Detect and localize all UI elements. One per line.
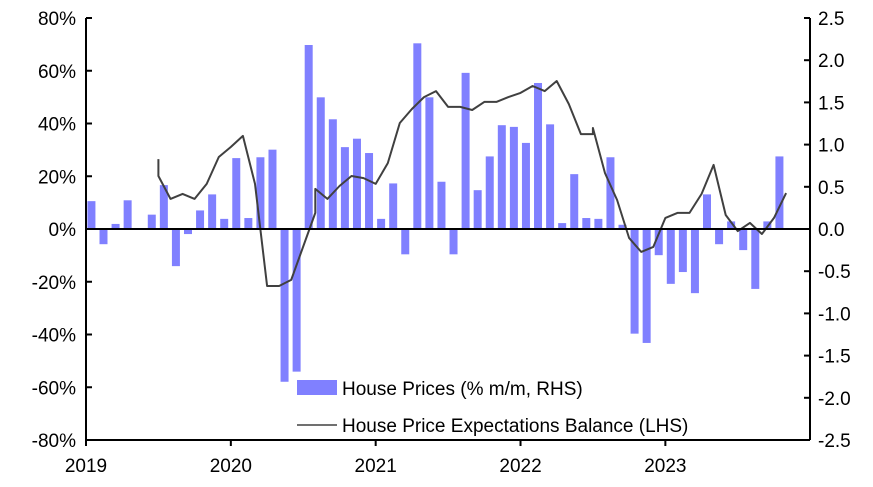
- bar-2020-10: [340, 147, 349, 229]
- bar-2022-11: [642, 229, 651, 343]
- bar-2023-01: [666, 229, 675, 284]
- bar-2019-02: [99, 229, 108, 245]
- right-tick-label: 2.0: [818, 51, 844, 72]
- bar-2020-08: [316, 97, 325, 229]
- bar-2023-05: [715, 229, 724, 245]
- bar-2022-01: [521, 142, 530, 229]
- bar-2021-03: [401, 229, 410, 255]
- legend-label-expectations: House Price Expectations Balance (LHS): [342, 416, 688, 437]
- right-tick-label: -1.5: [818, 347, 851, 368]
- x-tick-label: 2019: [65, 456, 107, 477]
- bar-2022-02: [534, 82, 543, 229]
- right-tick-label: 1.0: [818, 136, 844, 157]
- bar-2019-06: [147, 214, 156, 229]
- bar-2023-06: [727, 221, 736, 229]
- right-tick-label: -1.0: [818, 304, 851, 325]
- left-tick-label: -60%: [32, 378, 76, 399]
- bar-2020-03: [256, 157, 265, 229]
- right-tick-label: -0.5: [818, 262, 851, 283]
- bar-2022-08: [606, 157, 615, 229]
- bar-2023-07: [739, 229, 748, 251]
- bar-2019-01: [87, 201, 96, 229]
- bar-2021-06: [437, 181, 446, 229]
- bar-2021-02: [389, 183, 398, 229]
- bar-2022-04: [558, 223, 567, 229]
- bar-2020-02: [244, 218, 253, 229]
- legend: House Prices (% m/m, RHS) House Price Ex…: [297, 379, 688, 437]
- right-tick-label: -2.0: [818, 389, 851, 410]
- right-tick-label: -2.5: [818, 431, 851, 452]
- line-series-expectations: [157, 80, 787, 287]
- bar-2019-09: [183, 229, 192, 235]
- expectations-line: [157, 80, 787, 287]
- axes: 80% 60% 40% 20% 0% -20% -40% -60% -80% 2.5 2.0 1.5 1…: [32, 9, 851, 477]
- right-tick-label: 0.5: [818, 178, 844, 199]
- bar-2021-05: [425, 97, 434, 229]
- x-tick-label: 2023: [644, 456, 686, 477]
- bar-2020-06: [292, 229, 301, 372]
- bar-2019-07: [159, 185, 168, 229]
- bar-2022-06: [582, 218, 591, 229]
- bar-2021-09: [473, 190, 482, 229]
- bar-2021-04: [413, 43, 422, 229]
- bar-2020-12: [365, 153, 374, 229]
- left-tick-label: 0%: [49, 220, 77, 241]
- x-tick-label: 2020: [210, 456, 252, 477]
- left-tick-label: 60%: [38, 62, 76, 83]
- bar-2022-10: [630, 229, 639, 334]
- bar-2019-04: [123, 200, 132, 229]
- left-tick-label: -40%: [32, 326, 76, 347]
- bar-2023-10: [775, 156, 784, 229]
- bar-2022-07: [594, 218, 603, 229]
- bar-2021-01: [377, 218, 386, 229]
- bar-2020-05: [280, 229, 289, 382]
- bar-2021-07: [449, 229, 458, 255]
- x-tick-label: 2022: [499, 456, 541, 477]
- left-tick-label: 40%: [38, 115, 76, 136]
- bar-2020-07: [304, 45, 313, 230]
- bar-2019-11: [208, 194, 217, 229]
- bar-2023-02: [678, 229, 687, 273]
- right-tick-label: 0.0: [818, 220, 844, 241]
- bar-2022-03: [546, 124, 555, 229]
- x-tick-label: 2021: [355, 456, 397, 477]
- bar-2020-09: [328, 119, 337, 229]
- right-tick-label: 2.5: [818, 9, 844, 30]
- bar-2023-08: [751, 229, 760, 289]
- left-tick-label: 20%: [38, 167, 76, 188]
- bar-2021-10: [485, 156, 494, 229]
- bar-2019-08: [171, 229, 180, 267]
- bar-2020-04: [268, 149, 277, 229]
- bar-2020-11: [352, 138, 361, 229]
- bar-2022-12: [654, 229, 663, 256]
- bar-2021-12: [509, 126, 518, 229]
- bar-2023-04: [703, 194, 712, 229]
- bar-2022-05: [570, 174, 579, 229]
- bar-2020-01: [232, 158, 241, 229]
- left-tick-label: 80%: [38, 9, 76, 30]
- bar-2023-03: [690, 229, 699, 294]
- bar-2022-09: [618, 224, 627, 229]
- bar-2021-11: [497, 125, 506, 229]
- right-tick-label: 1.5: [818, 93, 844, 114]
- left-tick-label: -80%: [32, 431, 76, 452]
- legend-swatch-house-prices: [297, 380, 337, 395]
- legend-label-house-prices: House Prices (% m/m, RHS): [342, 379, 583, 400]
- bar-2019-10: [196, 210, 205, 229]
- bar-series-house-prices: [87, 43, 784, 382]
- bar-2019-03: [111, 223, 120, 229]
- left-tick-label: -20%: [32, 273, 76, 294]
- bar-2019-12: [220, 218, 229, 229]
- bar-2021-08: [461, 72, 470, 229]
